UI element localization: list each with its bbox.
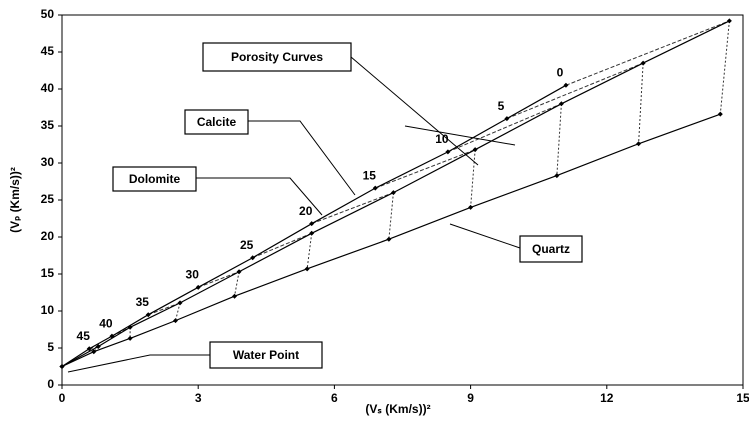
porosity-curve [447,103,562,153]
y-tick-label: 5 [47,340,54,354]
data-point [558,101,564,107]
data-point [504,116,510,122]
porosity-curve [198,271,240,288]
plot-frame [61,14,744,386]
porosity-label: 10 [435,132,449,146]
data-point [236,269,242,275]
data-point [717,111,723,117]
data-point [127,335,133,341]
water-point-label: Water Point [233,348,299,362]
y-tick-label: 30 [41,155,55,169]
porosity-curve [375,149,476,189]
porosity-curve [556,103,562,176]
data-point [232,293,238,299]
leader-line [248,120,356,196]
y-tick-label: 45 [41,44,55,58]
porosity-label: 15 [363,168,377,182]
data-point [177,300,183,306]
porosity-curves-label: Porosity Curves [231,50,323,64]
data-point [59,364,65,369]
data-point [309,221,315,227]
x-tick-label: 15 [736,391,749,405]
porosity-curve [175,302,181,321]
x-tick-label: 12 [600,391,614,405]
leader-line [404,125,516,146]
porosity-label: 20 [299,204,313,218]
data-point [95,344,101,350]
dolomite-label-box [112,166,197,192]
porosity-curves-label-box [202,42,352,72]
leader-line [449,223,521,249]
y-tick-label: 0 [47,377,54,391]
data-point [195,284,201,290]
data-point [145,312,151,318]
data-point [386,236,392,242]
x-tick-label: 0 [59,391,66,405]
porosity-label: 5 [498,99,505,113]
series-line [61,20,730,368]
porosity-curve [306,233,313,269]
dolomite-label: Dolomite [129,172,181,186]
leader-line [196,177,323,216]
data-point [372,185,378,191]
x-tick-label: 6 [331,391,338,405]
x-tick-label: 3 [195,391,202,405]
porosity-curve [234,271,240,297]
porosity-label: 30 [186,267,200,281]
porosity-label: 25 [240,238,254,252]
series-line [61,84,567,368]
data-point [563,82,569,88]
data-point [309,230,315,236]
porosity-curve [252,232,312,259]
porosity-curve [638,63,644,144]
quartz-label: Quartz [532,242,570,256]
quartz-label-box [519,235,583,263]
porosity-label: 40 [99,316,113,330]
data-point [91,349,97,355]
data-point [472,147,478,153]
y-tick-label: 25 [41,192,55,206]
data-point [86,346,92,352]
data-point [468,204,474,210]
y-tick-label: 15 [41,266,55,280]
data-point [726,18,732,24]
data-point [304,266,310,272]
leader-line [350,56,479,166]
water-point-label-box [209,341,323,369]
data-point [250,255,256,261]
x-tick-label: 9 [467,391,474,405]
calcite-label-box [184,109,249,135]
x-axis-label: (Vₛ (Km/s))² [365,402,430,416]
y-tick-label: 40 [41,81,55,95]
data-point [554,173,560,179]
calcite-label: Calcite [197,115,237,129]
y-tick-label: 50 [41,7,55,21]
porosity-curve [565,20,730,86]
data-point [640,60,646,66]
y-axis-label: (Vₚ (Km/s))² [8,167,22,233]
porosity-label: 45 [77,329,91,343]
data-point [173,318,178,324]
leader-line [67,354,210,373]
porosity-curve [719,20,730,115]
porosity-curve [506,62,644,120]
y-tick-label: 35 [41,118,55,132]
data-point [127,324,133,330]
porosity-label: 35 [136,295,150,309]
series-line [61,113,721,368]
porosity-label: 0 [557,65,564,79]
data-point [445,149,451,155]
y-tick-label: 10 [41,303,55,317]
data-point [636,141,642,147]
porosity-curve [388,192,394,240]
porosity-curve [470,149,476,208]
data-point [390,190,396,196]
porosity-curve [311,192,394,225]
y-tick-label: 20 [41,229,55,243]
